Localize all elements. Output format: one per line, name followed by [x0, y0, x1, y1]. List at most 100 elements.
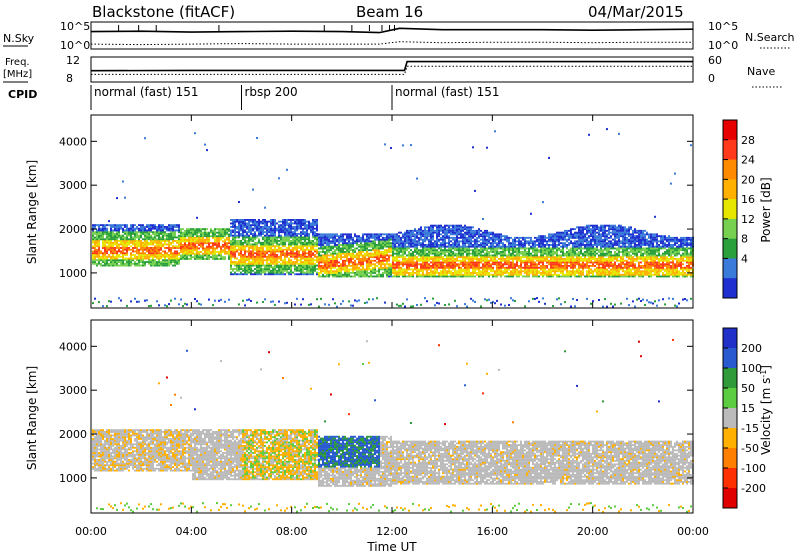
- power-cell: [214, 236, 216, 239]
- power-cell: [486, 251, 488, 253]
- power-cell: [208, 252, 210, 255]
- power-cell: [286, 234, 288, 237]
- power-cell: [370, 259, 372, 262]
- power-cell: [244, 250, 246, 253]
- power-cell: [242, 261, 244, 263]
- power-cell: [304, 236, 306, 239]
- power-cell: [410, 272, 412, 274]
- power-cell: [402, 236, 404, 239]
- power-cell: [480, 256, 482, 259]
- power-cell: [96, 234, 98, 237]
- power-cell: [498, 245, 500, 248]
- power-cell: [380, 245, 382, 248]
- power-cell: [478, 268, 480, 271]
- power-cell: [266, 247, 268, 249]
- power-cell: [260, 243, 262, 246]
- power-cell: [368, 240, 370, 243]
- power-cell: [188, 258, 190, 260]
- power-cell: [258, 273, 260, 276]
- power-cell: [266, 269, 268, 272]
- power-cell: [342, 300, 344, 303]
- power-cell: [514, 244, 516, 246]
- power-cell: [102, 236, 104, 239]
- power-cell: [514, 242, 516, 245]
- power-cell: [474, 272, 476, 274]
- power-cell: [146, 255, 148, 258]
- power-cell: [420, 275, 422, 278]
- power-cell: [510, 256, 512, 259]
- power-cell: [460, 231, 462, 234]
- power-cell: [164, 259, 166, 262]
- power-cell: [170, 247, 172, 249]
- power-cell: [450, 247, 452, 250]
- power-cell: [480, 270, 482, 273]
- power-cell: [308, 257, 310, 260]
- power-cell: [172, 231, 174, 234]
- power-cell: [408, 247, 410, 250]
- power-cell: [246, 269, 248, 272]
- power-cell: [322, 265, 324, 267]
- power-cell: [414, 228, 416, 231]
- power-cell: [276, 229, 278, 232]
- power-cell: [366, 247, 368, 250]
- power-cell: [144, 240, 146, 242]
- power-cell: [256, 262, 258, 265]
- power-cell: [122, 234, 124, 237]
- power-cell: [216, 242, 218, 245]
- power-cell: [498, 240, 500, 243]
- power-cell: [238, 222, 240, 225]
- power-cell: [432, 270, 434, 273]
- power-cell: [150, 227, 152, 230]
- power-cell: [154, 231, 156, 234]
- power-cell: [290, 259, 292, 262]
- power-cell: [486, 244, 488, 246]
- power-cell: [272, 229, 274, 232]
- power-cell: [502, 244, 504, 246]
- power-cell: [366, 235, 368, 238]
- power-cell: [300, 266, 302, 269]
- power-cell: [320, 258, 322, 260]
- power-cell: [282, 236, 284, 239]
- power-cell: [220, 251, 222, 253]
- power-cell: [496, 254, 498, 257]
- power-cell: [94, 259, 96, 262]
- power-cell: [174, 234, 176, 237]
- power-cell: [470, 266, 472, 269]
- power-cell: [366, 236, 368, 239]
- power-cell: [420, 238, 422, 241]
- power-cell: [242, 234, 244, 237]
- power-cell: [206, 231, 208, 234]
- power-cell: [232, 238, 234, 241]
- power-cell: [148, 254, 150, 256]
- power-cell: [422, 242, 424, 245]
- power-cell: [448, 251, 450, 253]
- power-cell: [262, 231, 264, 234]
- power-cell: [296, 257, 298, 260]
- power-cell: [510, 242, 512, 245]
- power-cell: [316, 233, 318, 235]
- power-cell: [442, 251, 444, 253]
- power-cell: [140, 241, 142, 244]
- power-cell: [292, 250, 294, 253]
- power-cell: [366, 263, 368, 266]
- power-cell: [488, 254, 490, 257]
- power-cell: [350, 249, 352, 252]
- power-cell: [216, 240, 218, 243]
- power-cell: [458, 272, 460, 274]
- power-cell: [414, 272, 416, 274]
- power-cell: [300, 236, 302, 239]
- power-cell: [242, 222, 244, 225]
- power-cell: [376, 245, 378, 248]
- power-cell: [386, 258, 388, 260]
- power-cell: [196, 245, 198, 248]
- power-cell: [282, 266, 284, 269]
- power-cell: [216, 245, 218, 248]
- power-cell: [238, 201, 240, 203]
- power-cell: [514, 254, 516, 257]
- power-cell: [316, 241, 318, 244]
- power-cell: [308, 222, 310, 225]
- power-cell: [176, 241, 178, 244]
- power-cell: [158, 233, 160, 235]
- power-cell: [278, 229, 280, 232]
- power-cell: [444, 244, 446, 246]
